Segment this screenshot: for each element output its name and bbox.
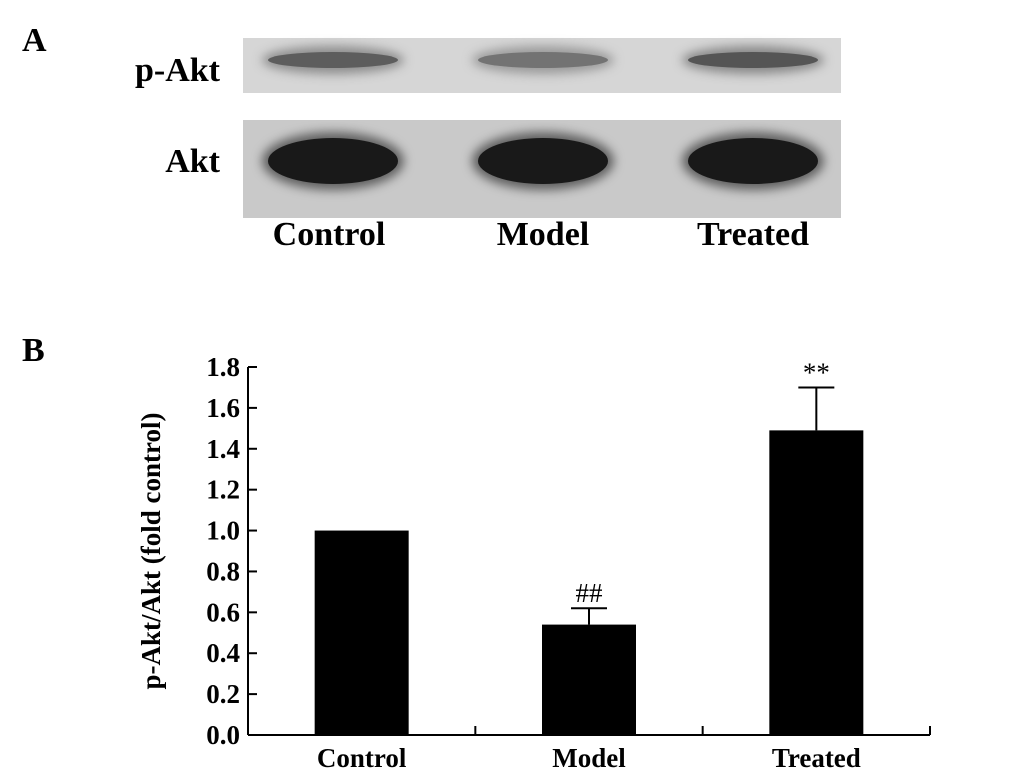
blot-band: [268, 52, 398, 68]
blot-band: [478, 52, 608, 68]
y-tick-label: 0.8: [206, 556, 240, 586]
blot-band: [478, 138, 608, 184]
x-tick-label: Model: [552, 743, 626, 773]
lane-label-treated: Treated: [696, 216, 810, 253]
y-tick-label: 1.0: [206, 516, 240, 546]
blot-band: [688, 138, 818, 184]
bar-chart: 0.0 0.2 0.4 0.6 0.8 1.0 1.2 1.4 1.6 1.8 p-Akt/Akt …: [136, 352, 931, 773]
bar: [769, 430, 864, 735]
bar: [542, 624, 636, 735]
blot-band: [268, 138, 398, 184]
blot-band: [688, 52, 818, 68]
blot-strip-p-akt: [243, 38, 841, 93]
blot-strip-akt: [243, 120, 841, 218]
y-tick-label: 0.4: [206, 638, 240, 668]
y-tick-label: 1.2: [206, 475, 240, 505]
bar: [314, 530, 409, 735]
y-tick-label: 0.6: [206, 597, 240, 627]
y-tick-label: 1.4: [206, 434, 240, 464]
significance-marker: ##: [576, 578, 604, 608]
blot-label-akt: Akt: [165, 143, 220, 180]
lane-label-model: Model: [496, 216, 590, 253]
y-axis-label: p-Akt/Akt (fold control): [136, 412, 166, 689]
lane-label-control: Control: [272, 216, 386, 253]
y-tick-label: 0.2: [206, 679, 240, 709]
x-tick-label: Treated: [772, 743, 861, 773]
blot-label-p-akt: p-Akt: [134, 52, 220, 89]
significance-marker: **: [803, 357, 830, 387]
y-tick-label: 0.0: [206, 720, 240, 750]
y-tick-label: 1.6: [206, 393, 240, 423]
x-tick-label: Control: [317, 743, 407, 773]
panel-b-letter: B: [22, 332, 45, 369]
panel-a-letter: A: [22, 22, 47, 59]
y-tick-label: 1.8: [206, 352, 240, 382]
